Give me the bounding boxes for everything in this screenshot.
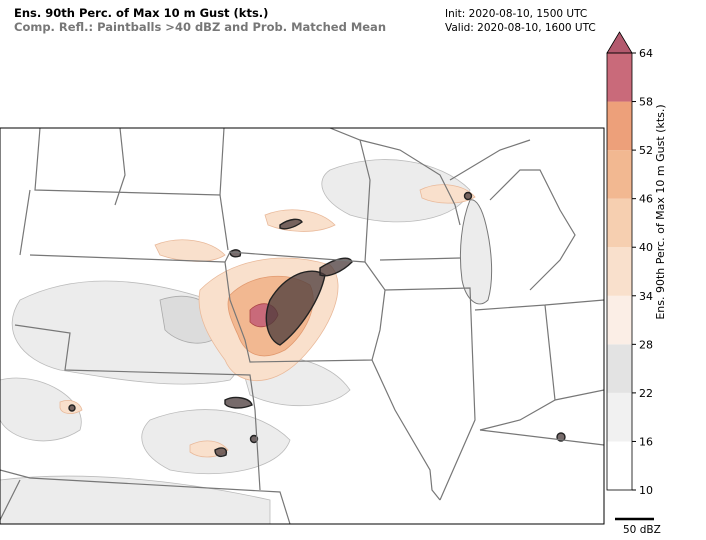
colorbar-tick-label: 52 [639, 144, 653, 157]
storm-cell [224, 396, 253, 409]
shading [154, 239, 226, 262]
colorbar-label: Ens. 90th Perc. of Max 10 m Gust (kts.) [654, 104, 667, 319]
colorbar-tick-label: 64 [639, 47, 653, 60]
shading [321, 159, 471, 223]
colorbar-segment [607, 344, 632, 393]
title: Ens. 90th Perc. of Max 10 m Gust (kts.) [14, 6, 268, 20]
colorbar-segment [607, 392, 632, 442]
shading [0, 377, 82, 442]
state-border [19, 189, 366, 263]
storm-cell [319, 257, 353, 277]
state-border [34, 128, 225, 196]
state-border [0, 324, 291, 524]
storm-cell [265, 270, 326, 346]
storm-cell [249, 434, 259, 444]
state-border [371, 287, 476, 501]
legend-label: 50 dBZ [623, 524, 661, 536]
colorbar-tick-label: 46 [639, 193, 653, 206]
map [0, 127, 605, 525]
valid-time: Valid: 2020-08-10, 1600 UTC [445, 22, 596, 34]
storm-cell [229, 249, 242, 258]
colorbar-tick-label: 58 [639, 96, 653, 109]
colorbar-tick-label: 10 [639, 484, 653, 497]
storm-cell [214, 447, 228, 458]
colorbar-segment [607, 198, 632, 248]
subtitle: Comp. Refl.: Paintballs >40 dBZ and Prob… [14, 20, 386, 34]
state-border [219, 194, 386, 363]
state-border [329, 128, 461, 263]
colorbar-segment [607, 295, 632, 345]
colorbar-tick-label: 28 [639, 338, 653, 351]
colorbar-segment [607, 53, 632, 102]
colorbar-extension [606, 31, 633, 54]
colorbar-tick-label: 34 [639, 290, 653, 303]
colorbar-tick-label: 16 [639, 435, 653, 448]
colorbar-segment [607, 441, 632, 490]
init-time: Init: 2020-08-10, 1500 UTC [445, 8, 587, 20]
state-border [449, 139, 576, 291]
colorbar: 10 16 22 28 34 40 46 52 58 64 [606, 31, 653, 497]
storm-cell [279, 218, 303, 230]
colorbar-tick-label: 40 [639, 241, 653, 254]
colorbar-segment [607, 101, 632, 151]
lake [459, 199, 493, 305]
storm-cell [463, 191, 473, 201]
colorbar-frame [606, 52, 633, 491]
storm-cell [68, 404, 76, 412]
colorbar-segment [607, 247, 632, 296]
shading [419, 184, 476, 204]
colorbar-tick-label: 22 [639, 387, 653, 400]
state-border [0, 128, 604, 521]
colorbar-segment [607, 150, 632, 199]
